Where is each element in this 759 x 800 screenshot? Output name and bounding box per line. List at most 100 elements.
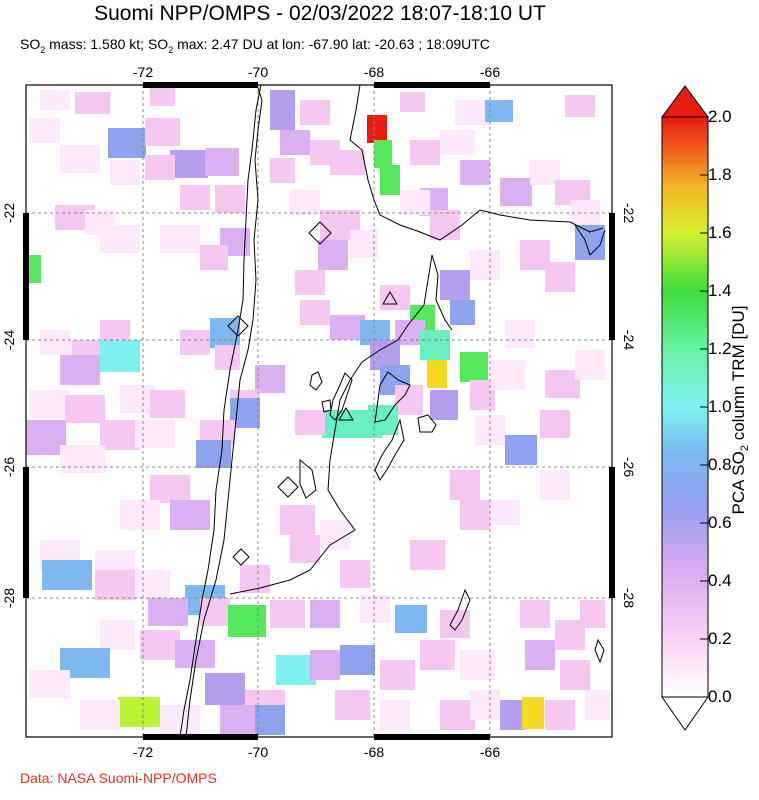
lon-tick-label-top: -68: [364, 64, 384, 80]
so2-pixel: [505, 435, 537, 465]
volcano-markers: [227, 221, 398, 566]
colorbar-title: PCA SO2 column TRM [DU]: [728, 305, 752, 515]
so2-pixel: [276, 655, 316, 685]
so2-pixel: [60, 145, 100, 173]
so2-pixel: [95, 570, 135, 600]
lat-tick-label-left: -26: [1, 457, 17, 477]
so2-pixel: [340, 645, 375, 675]
so2-pixel: [367, 115, 387, 143]
so2-pixel: [500, 700, 525, 730]
so2-pixel: [485, 100, 513, 122]
so2-pixel: [40, 90, 70, 110]
colorbar-tick-label: 1.6: [708, 223, 732, 242]
axis-ticks: -72 -72 -70 -70 -68 -68 -66 -66 -22 -22 -24 -24 -26 -…: [1, 64, 637, 760]
lon-tick-label-top: -66: [480, 64, 500, 80]
so2-pixel: [180, 330, 210, 355]
so2-pixel: [440, 700, 475, 730]
so2-pixel: [196, 440, 231, 468]
so2-pixel: [40, 330, 70, 355]
colorbar-min-arrow: [661, 696, 709, 731]
so2-pixel: [170, 500, 210, 530]
volcano-diamond-marker: [308, 221, 332, 245]
so2-pixel: [560, 660, 590, 690]
so2-pixel: [270, 600, 305, 628]
so2-pixel: [545, 370, 580, 398]
so2-pixel: [100, 620, 135, 650]
so2-pixel: [410, 540, 445, 570]
so2-pixel: [580, 600, 605, 628]
so2-pixel: [280, 505, 315, 535]
colorbar-tick-label: 2.0: [708, 107, 732, 126]
so2-pixel: [340, 560, 370, 588]
so2-pixel: [460, 160, 490, 185]
so2-pixel: [380, 700, 410, 730]
so2-pixel: [205, 148, 239, 176]
so2-pixel: [585, 690, 610, 720]
so2-pixel: [30, 118, 60, 143]
so2-pixel: [150, 88, 175, 106]
lon-tick-label-bottom: -70: [248, 744, 268, 760]
so2-pixel-layer: [26, 88, 610, 737]
so2-pixel: [400, 92, 425, 112]
colorbar-tick-label: 1.0: [708, 397, 732, 416]
so2-pixel: [120, 385, 155, 413]
so2-pixel: [26, 255, 41, 283]
so2-pixel: [170, 150, 208, 178]
so2-pixel: [440, 270, 470, 300]
so2-pixel: [410, 140, 440, 165]
lat-tick-label-left: -22: [1, 203, 17, 223]
so2-pixel: [42, 560, 92, 590]
so2-pixel: [318, 240, 348, 270]
so2-pixel: [145, 155, 175, 180]
so2-pixel: [395, 605, 427, 633]
so2-pixel: [300, 300, 330, 325]
so2-pixel: [200, 245, 228, 270]
lat-tick-label-left: -28: [1, 588, 17, 608]
so2-pixel: [200, 598, 230, 626]
so2-pixel: [522, 697, 544, 729]
frame-scale-bar: [23, 213, 29, 340]
so2-pixel: [100, 340, 140, 372]
so2-pixel: [270, 90, 295, 130]
lat-tick-label-right: -28: [621, 588, 637, 608]
so2-pixel: [427, 360, 447, 388]
so2-pixel: [255, 365, 285, 393]
colorbar-tick-label: 0.8: [708, 455, 732, 474]
so2-pixel: [100, 420, 140, 450]
so2-pixel: [330, 315, 365, 340]
so2-pixel: [120, 500, 160, 530]
colorbar-max-arrow: [661, 85, 709, 118]
so2-pixel: [460, 650, 495, 680]
so2-pixel: [330, 150, 365, 175]
so2-pixel: [280, 130, 310, 155]
so2-pixel: [240, 565, 270, 593]
volcano-triangle-marker: [338, 407, 354, 421]
so2-pixel: [500, 178, 532, 206]
so2-pixel: [148, 598, 188, 626]
so2-pixel: [460, 352, 488, 382]
so2-pixel: [360, 595, 390, 623]
volcano-diamond-marker: [277, 476, 299, 498]
so2-pixel: [255, 705, 285, 735]
map-subtitle: SO2 mass: 1.580 kt; SO2 max: 2.47 DU at …: [20, 36, 490, 55]
so2-pixel: [395, 385, 423, 415]
so2-pixel: [470, 690, 500, 720]
volcano-diamond-marker: [227, 315, 249, 337]
lat-tick-label-right: -22: [621, 203, 637, 223]
so2-pixel: [320, 520, 350, 550]
so2-pixel: [30, 670, 70, 698]
so2-pixel: [135, 570, 170, 600]
so2-pixel: [118, 697, 160, 727]
so2-pixel: [60, 355, 100, 385]
colorbar-tick-label: 1.8: [708, 165, 732, 184]
so2-pixel: [460, 500, 490, 530]
frame-scale-bar: [609, 467, 615, 598]
so2-pixel: [145, 118, 180, 146]
so2-pixel: [470, 250, 500, 280]
lon-tick-label-bottom: -72: [133, 744, 153, 760]
frame-scale-bar: [143, 82, 258, 88]
so2-pixel: [228, 605, 266, 637]
colorbar-tick-label: 1.4: [708, 281, 732, 300]
data-credit: Data: NASA Suomi-NPP/OMPS: [20, 770, 217, 786]
so2-pixel: [565, 95, 595, 117]
